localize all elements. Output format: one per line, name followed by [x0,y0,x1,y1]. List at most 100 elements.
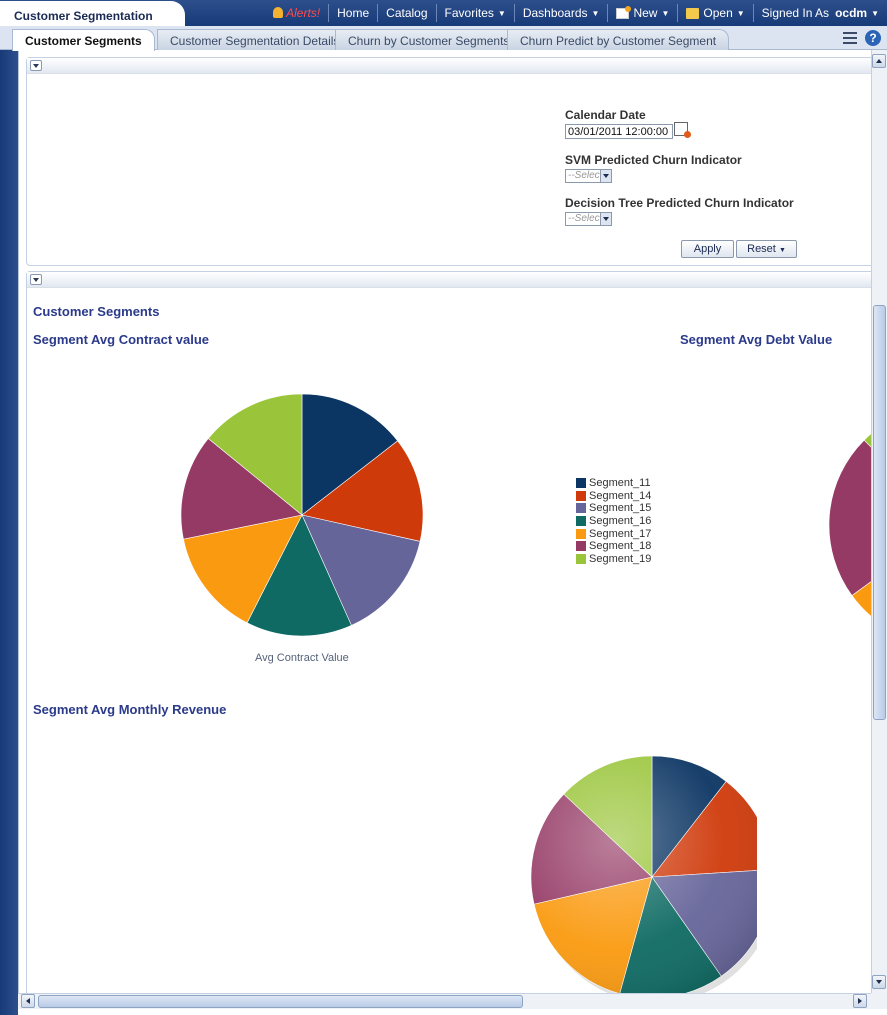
legend-label: Segment_14 [589,489,652,502]
segment-legend: Segment_11 Segment_14 Segment_15 Segment_16… [576,477,651,565]
apply-button[interactable]: Apply [681,240,734,258]
chevron-down-icon: ▼ [591,8,600,18]
debt-pie-slice[interactable] [851,525,871,640]
chart1-title: Segment Avg Contract value [33,332,210,347]
dt-churn-select[interactable]: --Select-- [565,212,612,226]
vertical-scrollbar[interactable] [871,50,887,993]
legend-swatch [576,528,586,539]
chart1-caption: Avg Contract Value [255,652,349,664]
alerts-link[interactable]: Alerts! [265,4,330,22]
contract-pie-slice-segment-19[interactable] [207,393,303,516]
scroll-down-button[interactable] [872,975,886,989]
tab-label: Customer Segmentation Details [170,34,340,48]
folder-icon [686,7,700,19]
dashboard-tabs: Customer Segments Customer Segmentation … [0,26,887,51]
dashboards-label: Dashboards [522,6,588,20]
contract-pie-slice-segment-15[interactable] [301,514,421,626]
legend-label: Segment_16 [589,515,652,528]
dt-churn-label: Decision Tree Predicted Churn Indicator [565,196,794,210]
monthly-revenue-pie [530,755,757,993]
bottom-strip [18,1009,887,1015]
legend-swatch [576,541,586,552]
horizontal-scroll-thumb[interactable] [38,995,523,1008]
open-menu[interactable]: Open ▼ [678,4,754,22]
contract-pie-slice-segment-18[interactable] [180,438,303,540]
tab-churn-by-customer-segments[interactable]: Churn by Customer Segments [335,29,523,50]
calendar-date-label: Calendar Date [565,108,646,122]
vertical-scroll-thumb[interactable] [873,305,886,720]
open-label: Open [703,6,733,20]
app-title: Customer Segmentation [14,9,153,23]
tab-label: Churn Predict by Customer Segment [520,34,717,48]
contract-pie-slice-segment-14[interactable] [301,440,424,542]
debt-value-pie [828,411,871,640]
chart3-title: Segment Avg Monthly Revenue [33,702,227,717]
legend-label: Segment_18 [589,540,652,553]
tab-churn-predict-by-customer-segment[interactable]: Churn Predict by Customer Segment [507,29,730,50]
legend-swatch [576,553,586,564]
page-options-icon[interactable] [843,32,857,44]
chevron-down-icon [600,213,611,225]
tab-label: Customer Segments [25,34,142,48]
new-document-icon [616,5,632,19]
dt-churn-value: --Select-- [568,213,610,224]
collapse-section-button[interactable] [30,60,42,71]
legend-swatch [576,516,586,527]
legend-swatch [576,490,586,501]
report-section: Customer Segments Segment Avg Contract v… [26,271,871,993]
bell-icon [273,6,284,18]
svm-churn-label: SVM Predicted Churn Indicator [565,153,742,167]
legend-swatch [576,503,586,514]
section-header [27,272,871,288]
user-menu[interactable]: Signed In As ocdm ▼ [754,4,887,22]
home-link[interactable]: Home [329,4,379,22]
contract-pie-slice-segment-17[interactable] [183,514,303,624]
section-header [27,58,871,74]
legend-item: Segment_19 [576,553,651,566]
app-title-tab: Customer Segmentation [0,1,185,26]
reset-label: Reset [747,243,776,255]
help-icon[interactable]: ? [865,30,881,46]
tab-customer-segments[interactable]: Customer Segments [12,29,155,51]
reset-button[interactable]: Reset ▼ [736,240,797,258]
dashboard-content: Calendar Date SVM Predicted Churn Indica… [18,50,871,993]
tab-customer-segmentation-details[interactable]: Customer Segmentation Details [157,29,353,50]
catalog-label: Catalog [386,6,428,20]
scroll-left-button[interactable] [21,994,35,1008]
collapse-section-button[interactable] [30,274,42,285]
chevron-down-icon: ▼ [661,8,670,18]
calendar-date-input[interactable] [565,124,673,139]
scroll-up-button[interactable] [872,54,886,68]
tab-label: Churn by Customer Segments [348,34,510,48]
calendar-icon[interactable] [674,122,691,138]
dashboards-menu[interactable]: Dashboards ▼ [515,4,609,22]
legend-item: Segment_15 [576,502,651,515]
top-nav: Alerts! Home Catalog Favorites ▼ Dashboar… [265,0,887,26]
horizontal-scrollbar[interactable] [18,993,871,1009]
legend-label: Segment_17 [589,527,652,540]
new-menu[interactable]: New ▼ [608,4,679,22]
scroll-right-button[interactable] [853,994,867,1008]
debt-pie-slice[interactable] [828,439,871,596]
legend-item: Segment_11 [576,477,651,490]
legend-item: Segment_14 [576,490,651,503]
global-header: Customer Segmentation Alerts! Home Catal… [0,0,887,26]
revenue-pie-shine [531,756,757,993]
contract-value-pie [180,393,424,637]
scroll-corner [871,993,887,1009]
contract-pie-slice-segment-16[interactable] [246,514,352,637]
favorites-label: Favorites [444,6,494,20]
new-label: New [633,6,658,20]
debt-pie-slice[interactable] [863,411,871,525]
report-title: Customer Segments [33,304,160,319]
legend-label: Segment_19 [589,552,652,565]
left-rail [0,50,18,1015]
legend-item: Segment_16 [576,515,651,528]
catalog-link[interactable]: Catalog [378,4,437,22]
favorites-menu[interactable]: Favorites ▼ [437,4,515,22]
prompts-section: Calendar Date SVM Predicted Churn Indica… [26,57,871,266]
svm-churn-select[interactable]: --Select-- [565,169,612,183]
contract-pie-slice-segment-11[interactable] [301,393,399,516]
alerts-label: Alerts! [286,6,321,20]
user-name: ocdm [835,6,868,20]
